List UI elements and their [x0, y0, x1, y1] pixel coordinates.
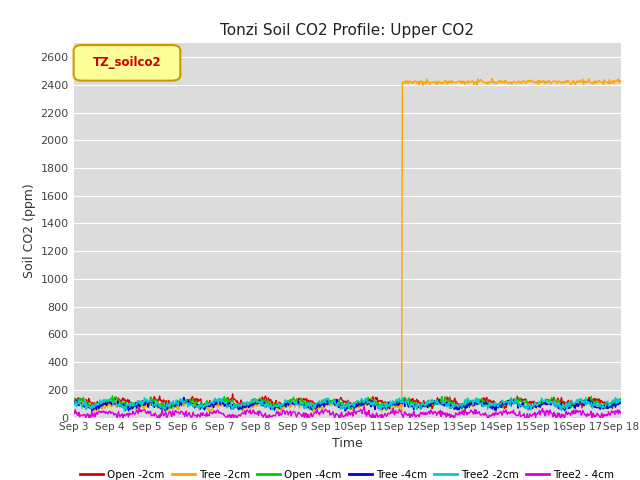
- Title: Tonzi Soil CO2 Profile: Upper CO2: Tonzi Soil CO2 Profile: Upper CO2: [220, 23, 474, 38]
- Y-axis label: Soil CO2 (ppm): Soil CO2 (ppm): [23, 183, 36, 278]
- Text: TZ_soilco2: TZ_soilco2: [93, 56, 161, 69]
- Legend: Open -2cm, Tree -2cm, Open -4cm, Tree -4cm, Tree2 -2cm, Tree2 - 4cm: Open -2cm, Tree -2cm, Open -4cm, Tree -4…: [76, 466, 619, 480]
- X-axis label: Time: Time: [332, 437, 363, 450]
- FancyBboxPatch shape: [74, 45, 180, 81]
